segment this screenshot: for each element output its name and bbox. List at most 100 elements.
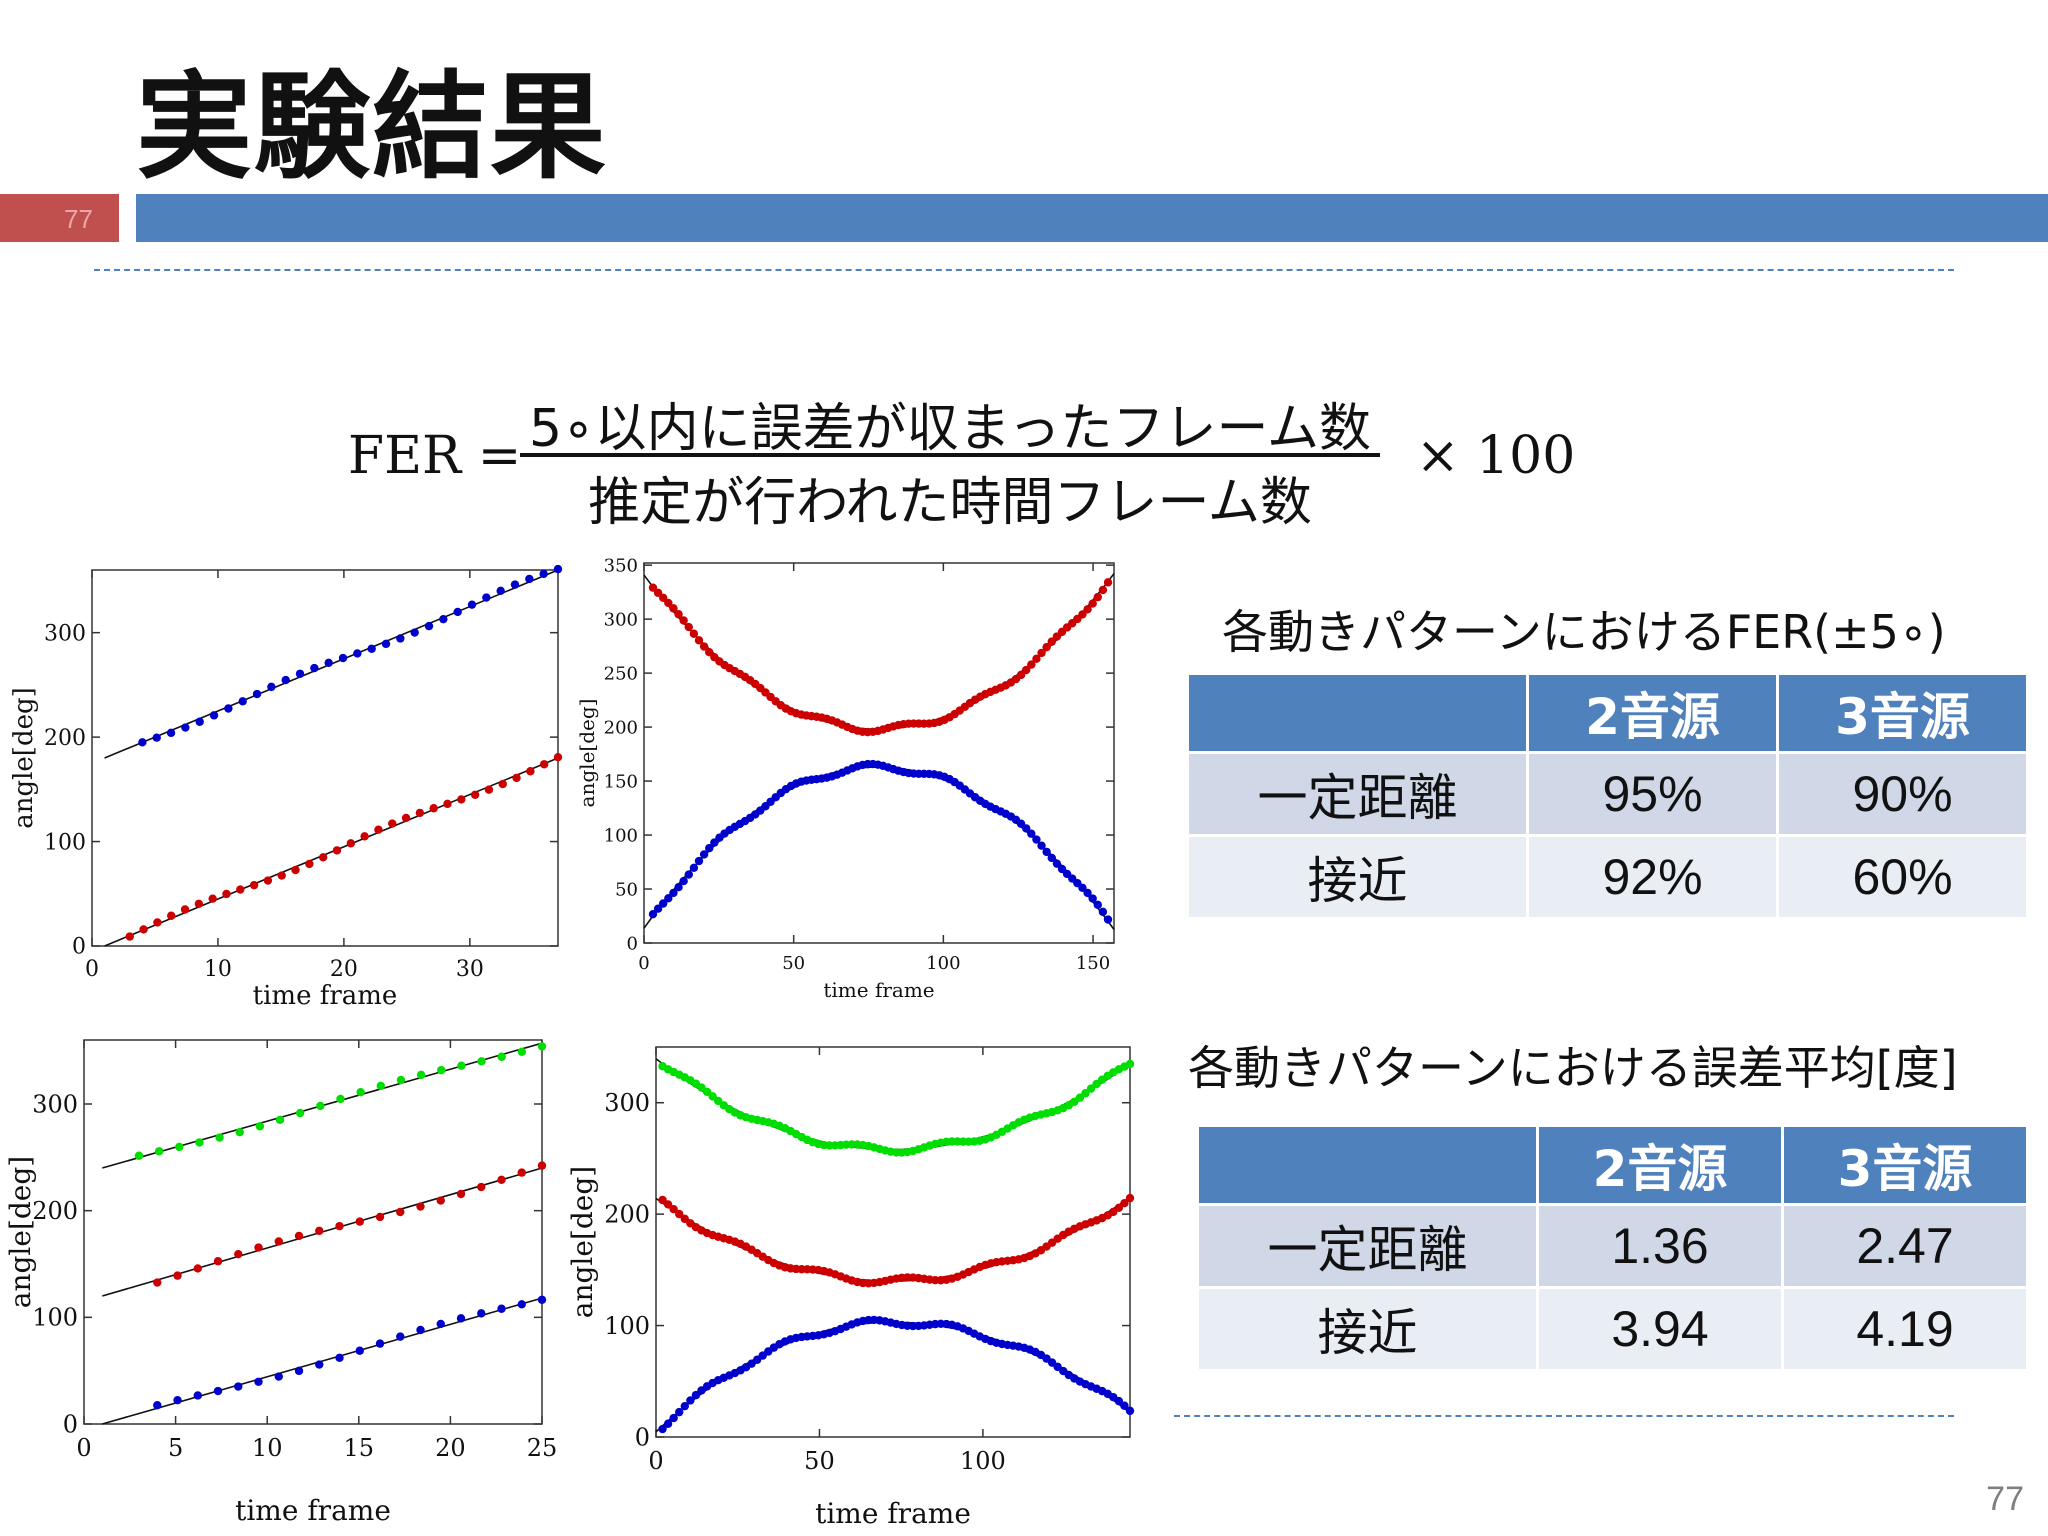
data-point	[497, 1304, 506, 1313]
data-point	[194, 899, 204, 909]
data-point	[653, 904, 663, 913]
data-point	[705, 844, 714, 853]
data-point	[1032, 654, 1041, 664]
y-tick-label: 0	[627, 933, 638, 954]
y-tick-label: 300	[44, 621, 86, 646]
data-point	[252, 689, 262, 699]
error-row-label-approach: 接近	[1196, 1286, 1539, 1372]
data-point	[310, 663, 319, 673]
data-point	[374, 825, 383, 834]
data-point	[664, 598, 673, 608]
data-point	[470, 790, 480, 799]
y-tick-label: 100	[604, 825, 638, 846]
data-point	[1103, 915, 1113, 924]
data-point	[315, 1226, 324, 1236]
x-axis-label: time frame	[235, 1494, 391, 1527]
data-point	[689, 863, 699, 873]
chart-approach-2-sources: 0 50 100 150 0 50 100 150 200 250 300 350 time frame…	[575, 555, 1115, 1002]
y-tick-label: 300	[32, 1090, 78, 1118]
data-point	[477, 1057, 486, 1066]
fer-formula: FER = 5∘以内に誤差が収まったフレーム数 推定が行われた時間フレーム数 ×…	[348, 386, 1588, 533]
x-axis-label: time frame	[815, 1497, 971, 1530]
slide-number-tab-label: 77	[64, 204, 93, 234]
error-table-header-3-sources: 3音源	[1781, 1124, 2029, 1206]
x-tick-label: 10	[204, 957, 232, 982]
x-tick-label: 5	[168, 1434, 183, 1462]
x-tick-label: 15	[344, 1434, 375, 1462]
data-point	[669, 1205, 678, 1214]
y-tick-label: 350	[604, 555, 638, 576]
error-cell: 4.19	[1781, 1286, 2029, 1372]
data-point	[436, 1196, 445, 1205]
data-point	[539, 569, 548, 579]
data-point	[193, 1391, 202, 1400]
data-point	[497, 1052, 506, 1061]
data-point	[153, 1278, 162, 1287]
data-point	[355, 1346, 364, 1355]
data-point	[1083, 888, 1092, 898]
data-point	[675, 1209, 684, 1219]
data-point	[484, 785, 494, 794]
data-point	[467, 600, 477, 609]
data-point	[437, 1065, 446, 1075]
data-point	[336, 1094, 345, 1104]
data-point	[291, 865, 300, 875]
data-point	[360, 832, 369, 841]
fer-cell: 95%	[1526, 751, 1779, 837]
y-tick-label: 100	[604, 1312, 650, 1340]
data-point	[1120, 1401, 1129, 1410]
data-point	[477, 1309, 486, 1318]
data-point	[396, 634, 405, 643]
x-tick-label: 150	[1076, 953, 1110, 974]
fer-table-header-2-sources: 2音源	[1526, 672, 1779, 754]
data-point	[416, 1325, 425, 1335]
data-point	[139, 925, 148, 934]
x-tick-label: 10	[252, 1434, 283, 1462]
data-point	[537, 1042, 547, 1051]
data-point	[416, 1070, 426, 1080]
data-point	[648, 583, 658, 592]
data-point	[679, 616, 688, 625]
data-point	[517, 1047, 527, 1057]
data-point	[669, 604, 678, 613]
fer-cell: 60%	[1776, 834, 2029, 920]
data-point	[180, 905, 190, 914]
title-accent-bar	[136, 194, 2048, 242]
data-point	[497, 1175, 506, 1185]
x-tick-label: 0	[648, 1447, 663, 1475]
data-point	[1125, 1059, 1135, 1069]
data-point	[152, 733, 161, 742]
data-point	[1047, 637, 1056, 646]
data-point	[457, 795, 466, 804]
data-point	[277, 871, 286, 880]
data-point	[1125, 1406, 1135, 1416]
y-tick-label: 50	[615, 879, 638, 900]
data-point	[1037, 841, 1046, 850]
data-point	[674, 883, 683, 892]
table-row: 接近 3.94 4.19	[1196, 1286, 2029, 1372]
y-tick-label: 0	[635, 1423, 650, 1451]
data-point	[1078, 883, 1087, 893]
data-point	[699, 642, 709, 651]
data-point	[375, 1212, 385, 1222]
data-point	[684, 870, 693, 879]
table-row: 一定距離 1.36 2.47	[1196, 1203, 2029, 1289]
data-point	[675, 1407, 684, 1417]
data-point	[1022, 824, 1031, 833]
data-point	[674, 610, 683, 619]
x-tick-label: 0	[85, 957, 99, 982]
data-point	[1088, 599, 1097, 608]
data-point	[125, 932, 134, 941]
plot-frame	[91, 569, 559, 947]
data-point	[318, 853, 328, 862]
y-tick-label: 0	[72, 935, 86, 960]
data-point	[517, 1300, 526, 1309]
y-tick-label: 0	[63, 1410, 78, 1438]
data-point	[254, 1377, 263, 1386]
data-point	[429, 804, 438, 813]
fer-cell: 90%	[1776, 751, 2029, 837]
data-point	[213, 1257, 223, 1266]
data-point	[215, 1133, 224, 1142]
data-point	[525, 574, 534, 584]
data-point	[669, 1413, 678, 1423]
